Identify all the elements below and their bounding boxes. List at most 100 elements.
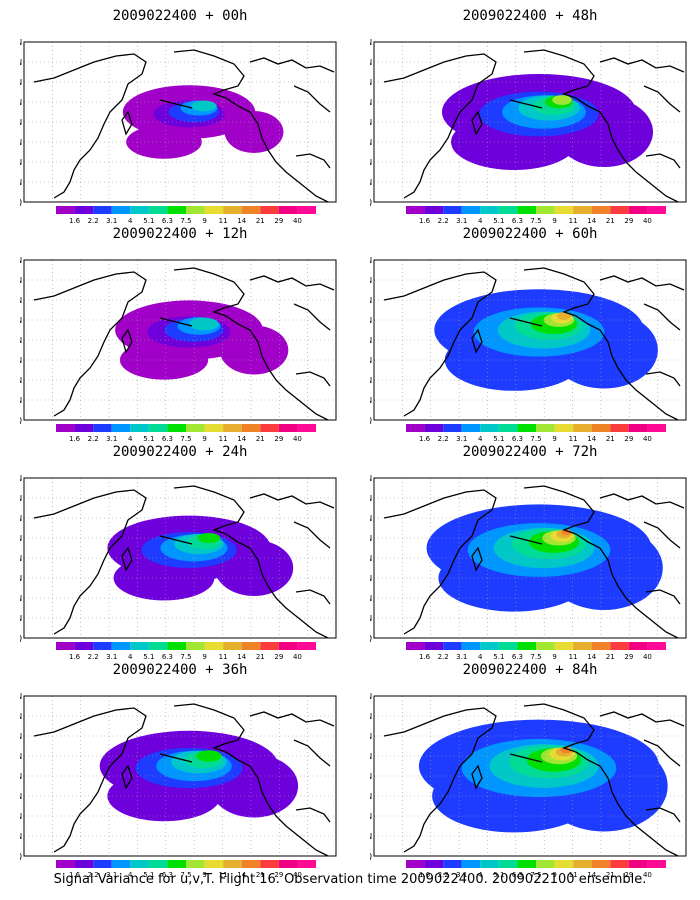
colorbar-swatch — [130, 642, 149, 650]
colorbar-label: 40 — [293, 871, 302, 879]
colorbar-swatch — [461, 642, 481, 650]
coastline — [509, 99, 543, 109]
lon-label: 120E — [71, 641, 90, 642]
coastline — [159, 317, 193, 327]
variance-contour — [557, 312, 571, 320]
colorbar-label: 9 — [202, 653, 206, 661]
lon-label: 160W — [185, 641, 204, 642]
colorbar-swatch — [536, 860, 555, 868]
colorbar-label: 11 — [219, 435, 228, 443]
lon-label: 180 — [159, 641, 174, 642]
coastline — [523, 267, 679, 420]
lon-label: 160E — [128, 423, 147, 424]
lat-label: 70N — [20, 276, 22, 285]
lon-label: 60W — [329, 423, 340, 424]
colorbar-swatch — [498, 642, 518, 650]
colorbar-swatch — [278, 860, 298, 868]
lon-label: 140E — [449, 423, 468, 424]
colorbar-label: 21 — [256, 871, 265, 879]
coastline — [121, 546, 133, 572]
colorbar-swatch — [647, 424, 666, 432]
coastline — [645, 371, 681, 387]
colorbar: 1.6 2.2 3.1 4 5.1 6.3 7.5 9 11 14 21 29 40 — [56, 206, 316, 225]
colorbar-swatch — [278, 424, 298, 432]
colorbar-label: 40 — [293, 217, 302, 225]
lat-label: 10N — [370, 832, 372, 841]
lon-label: 140E — [99, 205, 118, 206]
colorbar-label: 6.3 — [512, 653, 523, 661]
map-frame — [23, 259, 337, 421]
colorbar-swatch — [278, 642, 298, 650]
colorbar-label: 4 — [128, 435, 133, 443]
map-panel: 2009022400 + 24h 80N 70N 60N 50N 40N 30N 20N 10N… — [20, 444, 340, 662]
lat-label: 20N — [370, 376, 372, 385]
lat-label: 30N — [20, 356, 22, 365]
colorbar-label: 9 — [552, 217, 556, 225]
colorbar-label: 3.1 — [456, 653, 467, 661]
colorbar-label: 1.6 — [69, 871, 81, 879]
colorbar-swatch — [93, 642, 112, 650]
lat-label: 80N — [20, 474, 22, 483]
colorbar-label: 5.1 — [143, 435, 154, 443]
colorbar-swatch — [223, 424, 242, 432]
lon-label: 140W — [563, 859, 582, 860]
colorbar-label: 6.3 — [162, 871, 173, 879]
colorbar: 1.6 2.2 3.1 4 5.1 6.3 7.5 9 11 14 21 29 40 — [56, 424, 316, 443]
colorbar-label: 3.1 — [456, 217, 467, 225]
colorbar-swatch — [573, 206, 592, 214]
lon-label: 180 — [159, 859, 174, 860]
colorbar-swatch — [297, 642, 316, 650]
colorbar-swatch — [461, 860, 481, 868]
lon-label: 60W — [679, 859, 690, 860]
lat-label: 30N — [20, 138, 22, 147]
coastline — [295, 153, 331, 169]
colorbar-swatch — [628, 642, 648, 650]
colorbar-swatch — [74, 424, 94, 432]
lon-label: 120E — [421, 641, 440, 642]
colorbar-swatch — [498, 424, 518, 432]
coastline — [159, 535, 193, 545]
lat-label: 80N — [370, 38, 372, 47]
coastline — [509, 535, 543, 545]
lat-label: 70N — [20, 494, 22, 503]
colorbar-label: 11 — [569, 435, 578, 443]
colorbar: 1.6 2.2 3.1 4 5.1 6.3 7.5 9 11 14 21 29 40 — [406, 424, 666, 443]
coastline — [471, 764, 483, 790]
lon-label: 80E — [370, 641, 381, 642]
lon-label: 140W — [213, 641, 232, 642]
colorbar-swatch — [260, 206, 279, 214]
colorbar-swatch — [480, 642, 499, 650]
lon-label: 80W — [650, 859, 665, 860]
colorbar-swatch — [443, 424, 462, 432]
lat-label: EQ — [20, 198, 22, 206]
lon-label: 80E — [370, 205, 381, 206]
lon-label: 140W — [213, 423, 232, 424]
coastline — [295, 371, 331, 387]
coastline — [645, 589, 681, 605]
lon-label: 180 — [509, 205, 524, 206]
colorbar-label: 3.1 — [106, 217, 117, 225]
colorbar-swatch — [186, 206, 205, 214]
lon-label: 80W — [650, 641, 665, 642]
colorbar-label: 40 — [293, 435, 302, 443]
colorbar-label: 4 — [478, 217, 483, 225]
colorbar-swatch — [536, 642, 555, 650]
lat-label: 40N — [370, 118, 372, 127]
colorbar-swatch — [56, 206, 75, 214]
coastline — [293, 739, 331, 767]
lon-label: 120E — [421, 859, 440, 860]
coastline — [523, 485, 679, 638]
coastline — [249, 493, 335, 509]
lon-label: 180 — [509, 859, 524, 860]
colorbar-swatch — [443, 642, 462, 650]
colorbar-label: 2.2 — [438, 217, 449, 225]
lat-label: 20N — [370, 158, 372, 167]
colorbar-label: 9 — [552, 871, 556, 879]
colorbar-label: 29 — [274, 653, 283, 661]
colorbar-label: 4 — [128, 653, 133, 661]
lon-label: 120W — [591, 423, 610, 424]
coastline — [509, 753, 543, 763]
lat-label: 60N — [370, 732, 372, 741]
coastline — [645, 807, 681, 823]
colorbar-swatch — [186, 424, 205, 432]
